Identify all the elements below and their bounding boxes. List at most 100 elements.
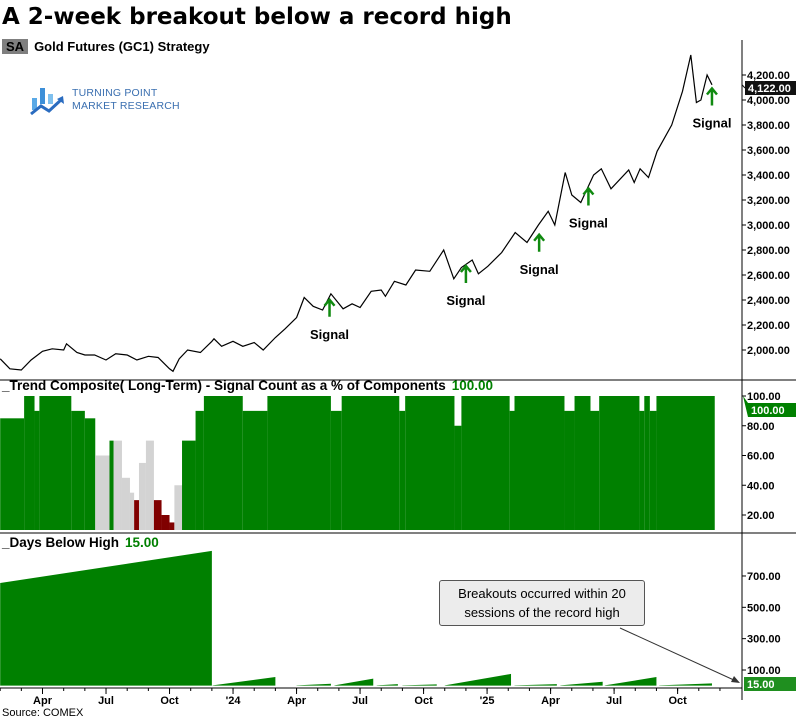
trend-bar (649, 410, 657, 530)
trend-bar (0, 418, 25, 530)
trend-bar (153, 500, 162, 530)
last-price-label: 4,122.00 (748, 83, 791, 95)
annotation-line1: Breakouts occurred within 20 (458, 586, 626, 601)
trend-bar (24, 396, 35, 530)
trend-bar (121, 477, 130, 530)
price-axis-tick-label: 2,200.00 (747, 320, 790, 332)
source-note: Source: COMEX (2, 707, 84, 719)
trend-bar (644, 396, 650, 530)
x-tick-label: Oct (414, 695, 433, 707)
x-tick-label: Jul (352, 695, 368, 707)
trend-bar (330, 410, 342, 530)
trend-bar (514, 396, 565, 530)
trend-bar (95, 455, 110, 530)
annotation-line2: sessions of the record high (464, 605, 620, 620)
trend-axis-tick-label: 100.00 (747, 391, 781, 403)
days-below-bar (212, 677, 276, 686)
annotation-arrowhead-icon (731, 676, 740, 683)
x-tick-label: Oct (668, 695, 687, 707)
price-axis-tick-label: 2,000.00 (747, 345, 790, 357)
logo-line2: MARKET RESEARCH (72, 100, 180, 112)
price-axis-tick-label: 3,200.00 (747, 195, 790, 207)
trend-axis-tick-label: 40.00 (747, 480, 775, 492)
trend-axis-tick-label: 60.00 (747, 451, 775, 463)
signal-label: Signal (446, 293, 485, 308)
trend-bar (656, 396, 715, 530)
trend-bar (174, 485, 183, 530)
trend-bar (129, 492, 135, 530)
trend-value-label: 100.00 (751, 405, 785, 417)
trend-axis-tick-label: 80.00 (747, 421, 775, 433)
price-axis-tick-label: 4,200.00 (747, 70, 790, 82)
days-axis-tick-label: 700.00 (747, 571, 781, 583)
price-axis-tick-label: 2,800.00 (747, 245, 790, 257)
trend-bar (109, 440, 114, 530)
price-axis-tick-label: 3,600.00 (747, 145, 790, 157)
trend-bar (182, 440, 196, 530)
price-axis-tick-label: 3,800.00 (747, 120, 790, 132)
trend-bar (169, 522, 175, 530)
x-tick-label: Apr (541, 695, 561, 707)
trend-panel-title: _Trend Composite( Long-Term) - Signal Co… (2, 378, 493, 393)
days-current-value: 15.00 (125, 535, 159, 550)
x-tick-label: '25 (480, 695, 495, 707)
days-below-bar (514, 684, 557, 686)
trend-bar (454, 425, 462, 530)
trend-bar (138, 462, 146, 530)
signal-arrow-icon (459, 264, 472, 283)
chart-title: A 2-week breakout below a record high (2, 4, 512, 30)
days-below-bar (296, 683, 331, 686)
trend-bar (71, 410, 85, 530)
days-value-badge (744, 677, 796, 691)
trend-value-badge (743, 396, 796, 417)
trend-current-value: 100.00 (451, 378, 494, 393)
x-tick-label: Jul (606, 695, 622, 707)
trend-bar (639, 410, 645, 530)
days-below-bar (376, 684, 398, 686)
trend-bar (405, 396, 455, 530)
x-tick-label: Oct (160, 695, 179, 707)
price-axis-tick-label: 2,400.00 (747, 295, 790, 307)
x-tick-label: Apr (287, 695, 307, 707)
days-axis-tick-label: 100.00 (747, 665, 781, 677)
trend-bar (145, 440, 154, 530)
signal-label: Signal (310, 327, 349, 342)
price-axis-tick-label: 3,000.00 (747, 220, 790, 232)
trend-bar (84, 418, 96, 530)
price-line (0, 54, 713, 373)
sa-badge: SA (2, 39, 29, 54)
signal-label: Signal (692, 116, 731, 131)
trend-bar (574, 396, 591, 530)
trend-bar (564, 410, 575, 530)
annotation-box: Breakouts occurred within 20 sessions of … (439, 580, 645, 626)
days-value-label: 15.00 (747, 679, 775, 691)
trend-bar (341, 396, 400, 530)
trend-bar (34, 410, 40, 530)
days-below-bar (444, 673, 512, 686)
annotation-arrow-line (619, 627, 737, 682)
price-axis-tick-label: 2,600.00 (747, 270, 790, 282)
trend-bar (134, 500, 139, 530)
days-axis-tick-label: 300.00 (747, 634, 781, 646)
trend-bar (203, 396, 243, 530)
logo-line1: TURNING POINT (72, 87, 158, 99)
signal-label: Signal (569, 216, 608, 231)
price-axis-tick-label: 4,000.00 (747, 95, 790, 107)
last-price-badge (745, 81, 796, 95)
price-axis-tick-label: 3,400.00 (747, 170, 790, 182)
days-below-bar (334, 678, 374, 686)
trend-bar (39, 396, 72, 530)
x-tick-label: Jul (98, 695, 114, 707)
signal-arrow-icon (323, 297, 336, 317)
days-axis-tick-label: 500.00 (747, 602, 781, 614)
trend-axis-tick-label: 20.00 (747, 510, 775, 522)
days-below-bar (402, 684, 437, 686)
days-title-text: _Days Below High (2, 535, 120, 550)
logo: TURNING POINT MARKET RESEARCH (30, 84, 180, 116)
last-price-leader (741, 84, 746, 89)
logo-bars-icon (30, 88, 64, 116)
trend-bar (161, 515, 170, 530)
signal-arrow-icon (582, 186, 595, 206)
